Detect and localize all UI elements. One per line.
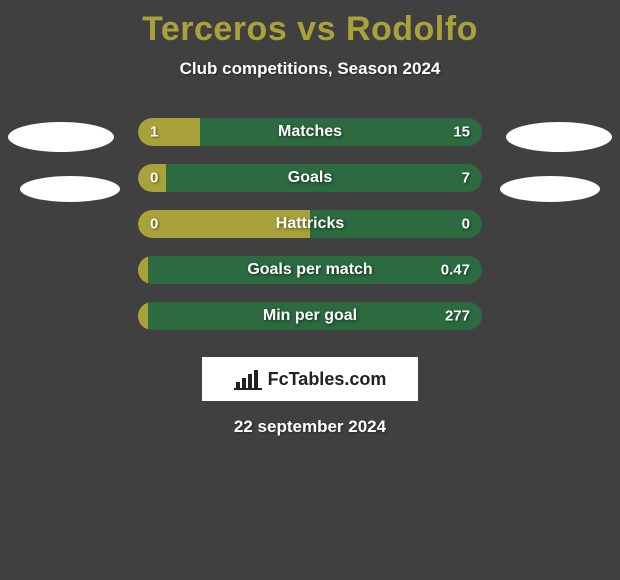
- stat-value-right: 0: [462, 216, 470, 233]
- stat-label: Goals per match: [247, 261, 372, 279]
- stat-value-left: 1: [150, 124, 158, 141]
- stat-value-left: 0: [150, 216, 158, 233]
- stat-label: Matches: [278, 123, 342, 141]
- stat-row: Min per goal 277: [0, 293, 620, 339]
- subtitle: Club competitions, Season 2024: [0, 59, 620, 79]
- stat-bar-left: [138, 256, 148, 284]
- stat-bar: 1 Matches 15: [138, 118, 482, 146]
- stat-bar-left: [138, 302, 148, 330]
- stat-row: 1 Matches 15: [0, 109, 620, 155]
- brand-box: FcTables.com: [202, 357, 418, 401]
- date-text: 22 september 2024: [0, 417, 620, 437]
- stat-value-right: 277: [445, 308, 470, 325]
- stat-value-right: 0.47: [441, 262, 470, 279]
- stat-bar: Min per goal 277: [138, 302, 482, 330]
- stat-label: Hattricks: [276, 215, 344, 233]
- stat-label: Min per goal: [263, 307, 357, 325]
- stat-bar: 0 Hattricks 0: [138, 210, 482, 238]
- stat-row: Goals per match 0.47: [0, 247, 620, 293]
- stat-value-right: 15: [453, 124, 470, 141]
- stat-bar: 0 Goals 7: [138, 164, 482, 192]
- background: Terceros vs Rodolfo Club competitions, S…: [0, 0, 620, 580]
- page-title: Terceros vs Rodolfo: [0, 0, 620, 49]
- stat-bar: Goals per match 0.47: [138, 256, 482, 284]
- stat-bar-left: [138, 118, 200, 146]
- stat-value-left: 0: [150, 170, 158, 187]
- stats-area: 1 Matches 15 0 Goals 7 0 Hattricks 0: [0, 109, 620, 339]
- stat-row: 0 Goals 7: [0, 155, 620, 201]
- chart-icon: [234, 368, 262, 390]
- stat-row: 0 Hattricks 0: [0, 201, 620, 247]
- stat-value-right: 7: [462, 170, 470, 187]
- stat-label: Goals: [288, 169, 332, 187]
- brand-text: FcTables.com: [268, 369, 387, 390]
